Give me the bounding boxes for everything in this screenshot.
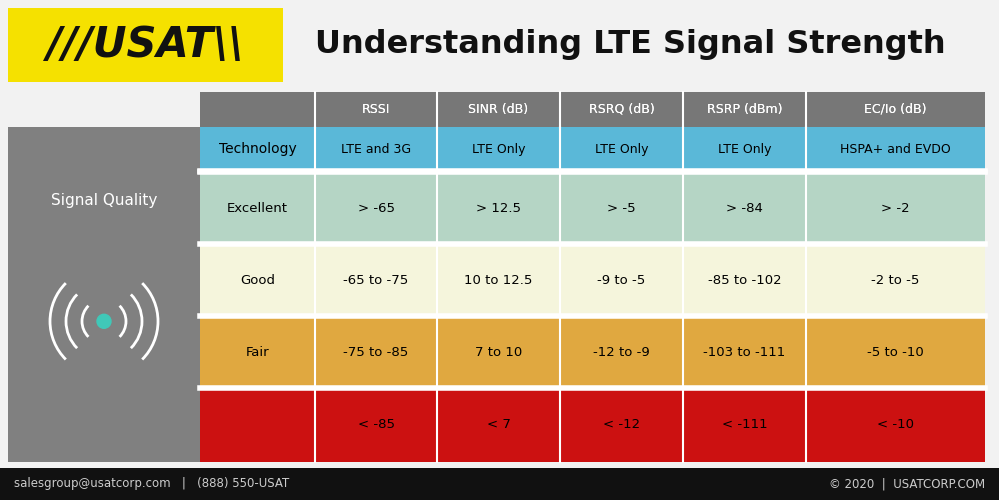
Bar <box>437 92 560 127</box>
Bar <box>8 8 283 82</box>
Text: < 7: < 7 <box>487 418 510 432</box>
Bar <box>315 172 437 244</box>
Text: > -65: > -65 <box>358 202 395 214</box>
Bar <box>200 316 315 388</box>
Bar <box>806 92 985 127</box>
Text: > 12.5: > 12.5 <box>476 202 521 214</box>
Text: 10 to 12.5: 10 to 12.5 <box>465 274 532 286</box>
Text: -9 to -5: -9 to -5 <box>597 274 645 286</box>
Text: RSSI: RSSI <box>362 103 391 116</box>
Bar <box>437 388 560 462</box>
Bar <box>200 388 315 462</box>
Text: Poor: Poor <box>243 418 272 432</box>
Text: -65 to -75: -65 to -75 <box>344 274 409 286</box>
Text: -12 to -9: -12 to -9 <box>593 346 650 358</box>
Text: LTE and 3G: LTE and 3G <box>341 143 411 156</box>
Bar <box>683 92 806 127</box>
Text: -2 to -5: -2 to -5 <box>871 274 920 286</box>
Bar <box>200 92 315 127</box>
Text: RSRP (dBm): RSRP (dBm) <box>706 103 782 116</box>
Text: EC/Io (dB): EC/Io (dB) <box>864 103 927 116</box>
Text: < -111: < -111 <box>721 418 767 432</box>
Bar <box>200 92 315 127</box>
Text: HSPA+ and EVDO: HSPA+ and EVDO <box>840 143 951 156</box>
Bar <box>8 127 200 462</box>
Text: LTE Only: LTE Only <box>472 143 525 156</box>
Bar <box>560 244 683 316</box>
Text: -75 to -85: -75 to -85 <box>344 346 409 358</box>
Bar <box>560 92 683 127</box>
Bar <box>315 244 437 316</box>
Bar <box>683 316 806 388</box>
Bar <box>315 92 437 127</box>
Text: -5 to -10: -5 to -10 <box>867 346 924 358</box>
Text: ///USAT\\: ///USAT\\ <box>47 24 244 66</box>
Bar <box>806 172 985 244</box>
Bar <box>200 92 985 462</box>
Bar <box>437 92 560 127</box>
Bar <box>806 127 985 172</box>
Bar <box>806 92 985 127</box>
Text: LTE Only: LTE Only <box>594 143 648 156</box>
Text: Good: Good <box>240 274 275 286</box>
Text: RSRP (dBm): RSRP (dBm) <box>706 103 782 116</box>
Bar <box>315 316 437 388</box>
Text: < -85: < -85 <box>358 418 395 432</box>
Bar <box>560 127 683 172</box>
Bar <box>200 127 315 172</box>
Text: salesgroup@usatcorp.com   |   (888) 550-USAT: salesgroup@usatcorp.com | (888) 550-USAT <box>14 478 290 490</box>
Text: < -10: < -10 <box>877 418 914 432</box>
Text: LTE Only: LTE Only <box>717 143 771 156</box>
Text: Technology: Technology <box>219 142 297 156</box>
Bar <box>200 92 315 127</box>
Text: -103 to -111: -103 to -111 <box>703 346 785 358</box>
Bar <box>437 127 560 172</box>
Text: EC/Io (dB): EC/Io (dB) <box>864 103 927 116</box>
Text: Signal Quality: Signal Quality <box>51 193 157 208</box>
Bar <box>437 172 560 244</box>
Bar <box>683 244 806 316</box>
Bar <box>560 388 683 462</box>
Text: Understanding LTE Signal Strength: Understanding LTE Signal Strength <box>315 30 945 60</box>
Bar <box>315 388 437 462</box>
Text: © 2020  |  USATCORP.COM: © 2020 | USATCORP.COM <box>829 478 985 490</box>
Text: Fair: Fair <box>246 346 270 358</box>
Bar <box>683 92 806 127</box>
Bar <box>683 127 806 172</box>
Bar <box>200 172 315 244</box>
Bar <box>315 127 437 172</box>
Bar <box>437 316 560 388</box>
Text: > -2: > -2 <box>881 202 910 214</box>
Text: < -12: < -12 <box>603 418 640 432</box>
Bar <box>560 92 683 127</box>
Bar <box>806 388 985 462</box>
Bar <box>806 244 985 316</box>
Text: 7 to 10: 7 to 10 <box>475 346 522 358</box>
Bar <box>683 172 806 244</box>
Bar <box>560 172 683 244</box>
Text: > -5: > -5 <box>607 202 635 214</box>
Circle shape <box>97 314 111 328</box>
Text: Excellent: Excellent <box>227 202 288 214</box>
Bar <box>0 468 999 500</box>
Bar <box>437 244 560 316</box>
Bar <box>200 244 315 316</box>
Text: RSRQ (dB): RSRQ (dB) <box>588 103 654 116</box>
Text: > -84: > -84 <box>726 202 763 214</box>
Bar <box>315 92 437 127</box>
Bar <box>560 316 683 388</box>
Text: RSRQ (dB): RSRQ (dB) <box>588 103 654 116</box>
Bar <box>683 388 806 462</box>
Text: SINR (dB): SINR (dB) <box>469 103 528 116</box>
Text: -85 to -102: -85 to -102 <box>707 274 781 286</box>
Text: SINR (dB): SINR (dB) <box>469 103 528 116</box>
Bar <box>806 316 985 388</box>
Text: RSSI: RSSI <box>362 103 391 116</box>
